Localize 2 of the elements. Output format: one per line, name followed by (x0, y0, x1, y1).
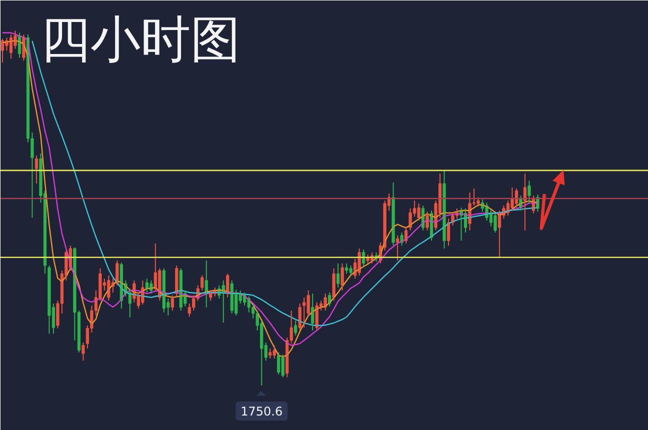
chart-title: 四小时图 (40, 10, 240, 68)
annotation: 1750.6 (240, 404, 283, 418)
